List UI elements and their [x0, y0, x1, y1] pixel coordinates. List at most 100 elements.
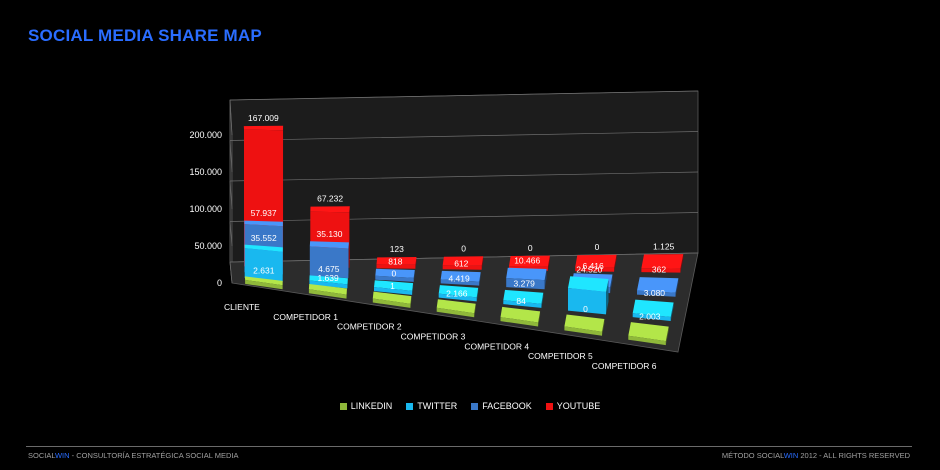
- data-labels: 167.009 67.232 123 0 0 0 1.125 57.937 35.130 818 6…: [248, 113, 675, 321]
- bar-top: [309, 275, 348, 285]
- bar-facebook-4: [506, 267, 547, 290]
- bar-front: [309, 246, 349, 279]
- chart-legend: LINKEDIN TWITTER FACEBOOK YOUTUBE: [0, 401, 940, 411]
- bar-front: [506, 278, 545, 290]
- bar-youtube-3: [442, 256, 484, 270]
- bar-twitter-4: [503, 289, 544, 308]
- bar-top: [243, 125, 284, 131]
- bar-facebook-3: [440, 270, 481, 286]
- bar-side: [606, 279, 609, 315]
- bar-side: [348, 242, 349, 279]
- bar-side: [479, 272, 481, 286]
- legend-item-youtube[interactable]: YOUTUBE: [545, 401, 601, 411]
- data-label-facebook-6: 362: [652, 265, 666, 275]
- bar-side: [670, 302, 674, 321]
- bar-top: [575, 254, 617, 268]
- bar-front: [374, 287, 413, 295]
- bar-side: [538, 311, 541, 327]
- data-label-youtube-3: 0: [461, 244, 466, 254]
- y-tick-label: 50.000: [194, 241, 222, 251]
- bar-linkedin-0: [244, 276, 283, 290]
- gridline-back: [229, 90, 699, 101]
- category-label: COMPETIDOR 6: [592, 361, 657, 371]
- data-label-twitter-4: 3.279: [514, 278, 536, 288]
- bar-side: [602, 319, 605, 336]
- category-label: CLIENTE: [224, 302, 260, 312]
- bar-top: [376, 257, 417, 265]
- data-label-facebook-1: 35.130: [317, 229, 343, 239]
- bar-top: [641, 254, 684, 269]
- bar-top: [309, 241, 349, 249]
- bar-side: [346, 288, 347, 299]
- bar-facebook-2: [375, 268, 415, 282]
- category-label: COMPETIDOR 3: [401, 332, 466, 342]
- legend-label-youtube: YOUTUBE: [556, 401, 601, 411]
- chart-bars: [243, 125, 684, 346]
- gridline-back: [229, 212, 699, 222]
- bar-side: [541, 292, 544, 308]
- gridline-back: [229, 171, 699, 182]
- bar-youtube-5: [575, 254, 617, 272]
- data-label-linkedin-1: 1.639: [317, 273, 339, 283]
- bar-top: [375, 268, 415, 278]
- legend-item-facebook[interactable]: FACEBOOK: [471, 401, 532, 411]
- bar-front: [641, 268, 681, 273]
- bar-front: [440, 279, 480, 286]
- footer-brand-win: WIN: [54, 451, 70, 460]
- bar-front: [244, 248, 283, 282]
- bar-front: [500, 317, 539, 327]
- data-label-facebook-0: 57.937: [251, 208, 277, 218]
- y-tick-label: 200.000: [189, 130, 222, 140]
- bar-twitter-0: [244, 244, 283, 282]
- legend-swatch-youtube: [545, 402, 553, 410]
- bar-front: [308, 289, 347, 299]
- bar-front: [438, 293, 477, 302]
- y-tick-label: 100.000: [189, 204, 222, 214]
- data-label-twitter-2: 0: [392, 269, 397, 279]
- y-axis-ticks: 0 50.000 100.000 150.000 200.000: [189, 130, 222, 288]
- bar-twitter-5: [568, 276, 609, 315]
- bar-top: [440, 270, 481, 282]
- category-label: COMPETIDOR 2: [337, 322, 402, 332]
- bar-linkedin-6: [628, 322, 669, 346]
- footer-right-brand-win: WIN: [783, 451, 799, 460]
- bar-top: [308, 284, 347, 295]
- bar-front: [503, 300, 542, 308]
- bar-top: [632, 299, 674, 317]
- data-label-linkedin-4: 84: [516, 296, 526, 306]
- bar-top: [244, 244, 283, 252]
- legend-label-facebook: FACEBOOK: [482, 401, 532, 411]
- data-label-youtube-4: 0: [528, 243, 533, 253]
- bar-facebook-6: [637, 277, 679, 297]
- chart-gridlines: [229, 90, 699, 284]
- gridline-side: [229, 99, 233, 136]
- bar-twitter-6: [632, 299, 674, 321]
- bar-top: [509, 255, 550, 267]
- bar-side: [680, 254, 684, 273]
- legend-item-linkedin[interactable]: LINKEDIN: [339, 401, 393, 411]
- bar-side: [614, 254, 617, 272]
- bar-front: [436, 307, 475, 318]
- bar-front: [376, 264, 416, 269]
- legend-label-twitter: TWITTER: [417, 401, 458, 411]
- legend-label-linkedin: LINKEDIN: [350, 401, 393, 411]
- legend-item-twitter[interactable]: TWITTER: [406, 401, 457, 411]
- bar-side: [481, 256, 484, 270]
- footer-right-text: 2012 - ALL RIGHTS RESERVED: [798, 451, 910, 460]
- bar-side: [665, 326, 669, 346]
- bar-top: [628, 322, 669, 342]
- legend-swatch-linkedin: [339, 402, 347, 410]
- data-label-linkedin-0: 2.631: [253, 266, 275, 276]
- bar-front: [628, 335, 666, 346]
- bar-top: [442, 256, 484, 266]
- bar-front: [442, 265, 482, 270]
- footer-left: SOCIALWIN - CONSULTORÍA ESTRATÉGICA SOCI…: [28, 451, 238, 460]
- bar-twitter-3: [438, 285, 479, 302]
- bar-side: [610, 274, 613, 294]
- data-label-twitter-3: 4.419: [448, 274, 470, 284]
- bar-side: [675, 278, 679, 297]
- bar-side: [347, 278, 348, 289]
- footer-left-text: - CONSULTORÍA ESTRATÉGICA SOCIAL MEDIA: [69, 451, 239, 460]
- footer-right-brand-social: SOCIAL: [756, 451, 784, 460]
- data-label-twitter-0: 35.552: [251, 233, 277, 243]
